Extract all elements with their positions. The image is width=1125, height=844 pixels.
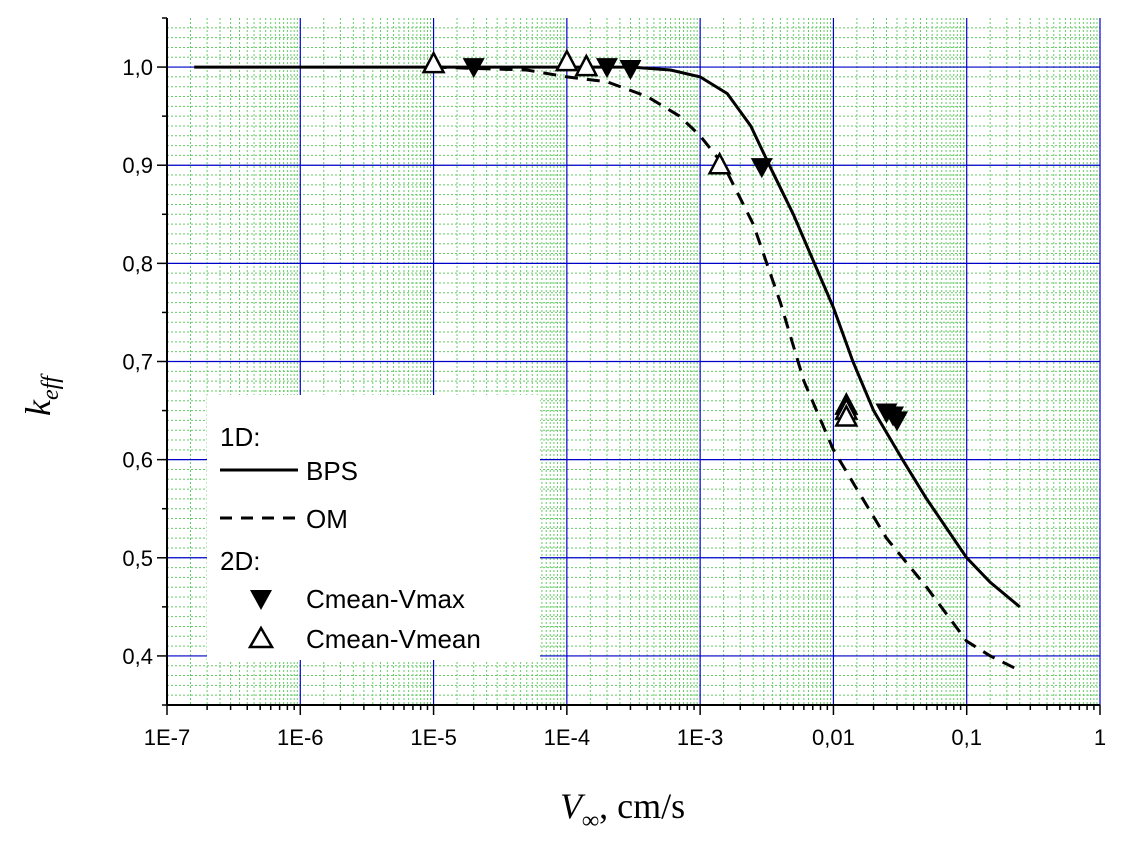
legend-cmean-vmean-marker — [247, 625, 275, 649]
data-point-cmean-vmax — [619, 60, 642, 81]
x-tick-label: 1 — [1094, 725, 1106, 750]
x-tick-label: 1E-6 — [277, 725, 323, 750]
y-tick-label: 0,6 — [122, 448, 153, 473]
data-point-cmean-vmax — [750, 158, 773, 179]
data-point-cmean-vmean — [707, 151, 732, 175]
data-point-cmean-vmean — [834, 403, 859, 427]
y-tick-label: 1,0 — [122, 55, 153, 80]
series-line-om — [433, 65, 1021, 672]
x-tick-label: 1E-4 — [544, 725, 590, 750]
y-tick-label: 0,4 — [122, 644, 153, 669]
x-tick-label: 0,1 — [951, 725, 982, 750]
data-point-cmean-vmax — [595, 58, 618, 79]
x-tick-label: 1E-3 — [677, 725, 723, 750]
y-tick-label: 0,9 — [122, 153, 153, 178]
legend: 1D: BPS OM 2D: Cmean-Vmax Cmean-Vmean — [207, 395, 540, 660]
legend-box — [207, 395, 540, 660]
series-layer — [194, 48, 1021, 672]
legend-cmean-vmax-marker — [250, 590, 272, 610]
x-tick-label: 0,01 — [812, 725, 855, 750]
legend-bps-label: BPS — [306, 456, 358, 486]
legend-group-1d: 1D: — [220, 422, 260, 452]
legend-cmean-vmean-label: Cmean-Vmean — [306, 624, 481, 654]
data-point-cmean-vmean — [421, 50, 446, 74]
y-tick-label: 0,5 — [122, 546, 153, 571]
data-point-cmean-vmean — [554, 48, 579, 72]
x-axis-label: V∞, cm/s — [560, 786, 685, 834]
data-point-cmean-vmax — [886, 411, 909, 432]
x-tick-label: 1E-7 — [144, 725, 190, 750]
y-tick-label: 0,7 — [122, 350, 153, 375]
x-tick-label: 1E-5 — [410, 725, 456, 750]
y-tick-label: 0,8 — [122, 251, 153, 276]
axes: 1E-7 1E-6 1E-5 1E-4 1E-3 0,01 0,1 1 0,4 0,5 0,6 0,7… — [122, 17, 1106, 750]
data-point-cmean-vmax — [462, 58, 485, 79]
legend-group-2d: 2D: — [220, 546, 260, 576]
legend-om-label: OM — [306, 504, 348, 534]
y-axis-label: keff — [18, 373, 64, 416]
data-point-cmean-vmean — [574, 53, 599, 77]
legend-cmean-vmax-label: Cmean-Vmax — [306, 584, 465, 614]
